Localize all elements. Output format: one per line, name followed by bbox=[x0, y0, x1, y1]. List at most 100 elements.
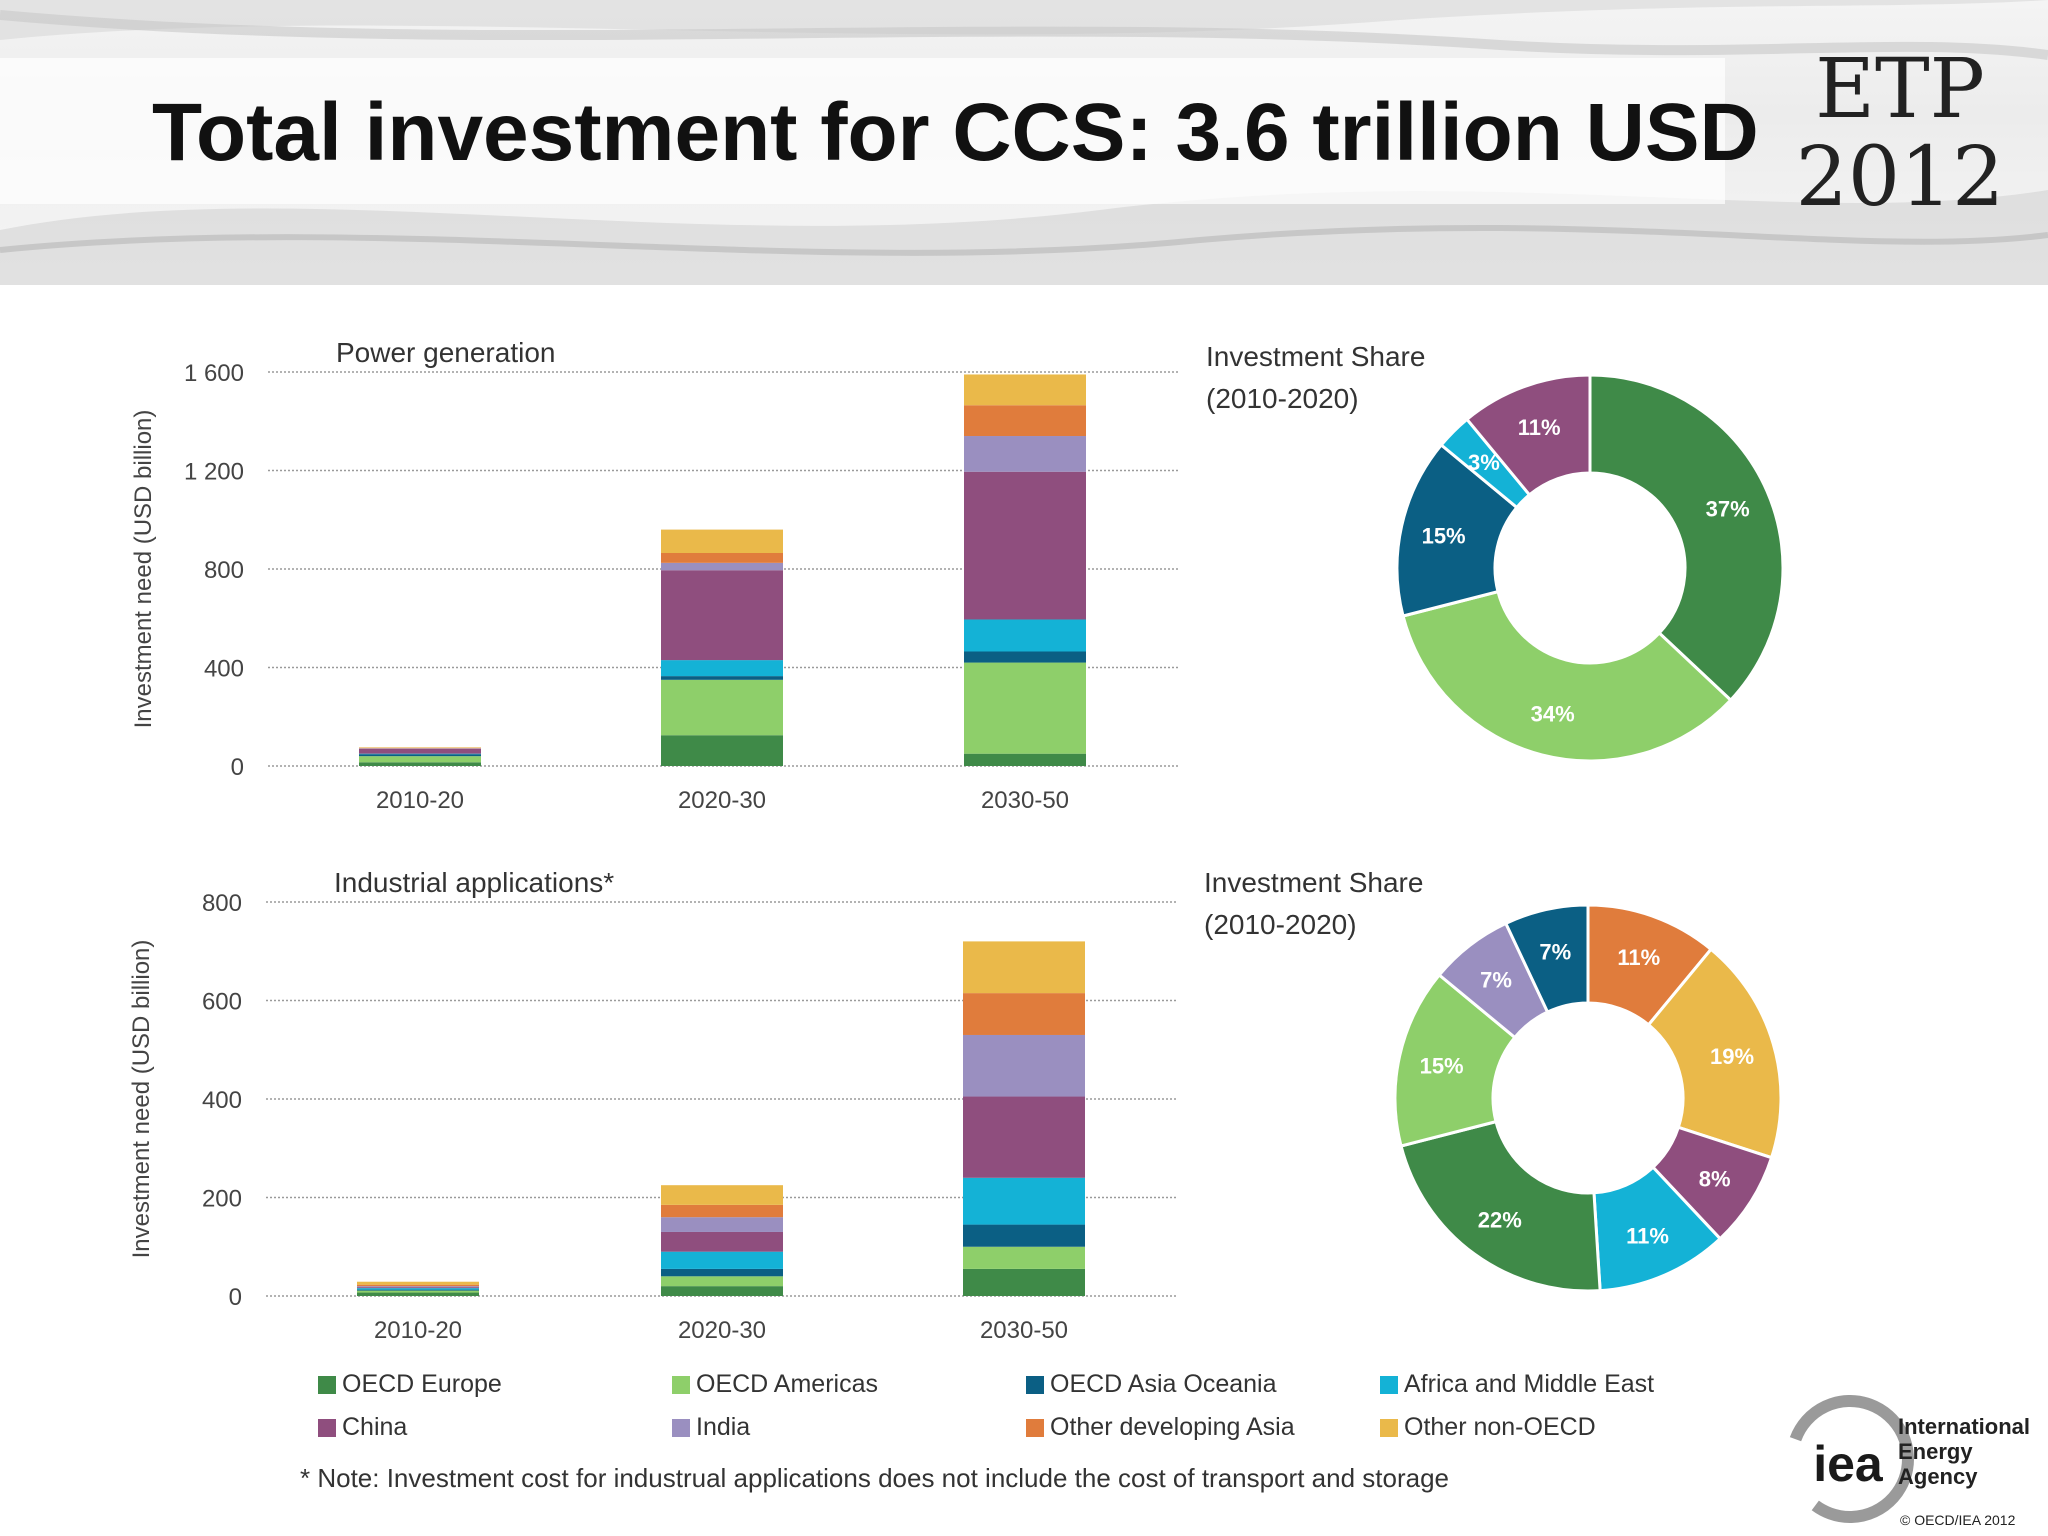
x-tick-label: 2030-50 bbox=[981, 787, 1069, 814]
power-investment-share-donut: Investment Share(2010-2020)37%34%15%3%11… bbox=[1206, 341, 1785, 763]
bar-india-2030-50 bbox=[963, 1034, 1085, 1097]
bar-other-non-oecd-2030-50 bbox=[964, 374, 1086, 406]
banner-swoosh-graphic bbox=[0, 0, 2048, 285]
donut-title: (2010-2020) bbox=[1206, 383, 1359, 414]
bar-other-non-oecd-2010-20 bbox=[357, 1281, 479, 1285]
slice-label: 15% bbox=[1420, 1053, 1464, 1078]
y-tick-label: 400 bbox=[202, 1087, 242, 1114]
y-tick-label: 1 200 bbox=[184, 459, 244, 486]
bar-oecd-americas-2020-30 bbox=[661, 679, 783, 736]
slice-label: 11% bbox=[1518, 415, 1561, 440]
bar-oecd-asia-oceania-2010-20 bbox=[357, 1289, 479, 1291]
y-tick-label: 800 bbox=[204, 557, 244, 584]
bar-oecd-asia-oceania-2030-50 bbox=[963, 1224, 1085, 1247]
legend-item-africa-and-middle-east: Africa and Middle East bbox=[1380, 1367, 1654, 1401]
slice-label: 7% bbox=[1539, 940, 1571, 965]
slice-other-non-oecd bbox=[1646, 947, 1783, 1160]
bar-africa-and-middle-east-2030-50 bbox=[963, 1177, 1085, 1225]
bar-africa-and-middle-east-2030-50 bbox=[964, 619, 1086, 652]
bar-india-2030-50 bbox=[964, 436, 1086, 472]
iea-logo-line1: International bbox=[1898, 1414, 2031, 1439]
donut-title: Investment Share bbox=[1204, 867, 1423, 898]
chart-title: Industrial applications* bbox=[334, 867, 614, 898]
footnote: * Note: Investment cost for industrual a… bbox=[300, 1463, 1449, 1493]
bar-oecd-americas-2010-20 bbox=[359, 756, 481, 763]
legend-swatch bbox=[672, 1419, 690, 1437]
bar-china-2020-30 bbox=[661, 570, 783, 661]
legend-label: Africa and Middle East bbox=[1404, 1370, 1655, 1398]
legend-item-oecd-europe: OECD Europe bbox=[318, 1367, 502, 1401]
bar-oecd-europe-2020-30 bbox=[661, 1286, 783, 1296]
legend-item-other-developing-asia: Other developing Asia bbox=[1026, 1410, 1295, 1444]
legend-label: China bbox=[342, 1413, 408, 1441]
etp-2012-logo: ETP 2012 bbox=[1780, 46, 2020, 222]
bar-china-2010-20 bbox=[357, 1287, 479, 1289]
slice-label: 15% bbox=[1422, 523, 1466, 548]
slice-china bbox=[1464, 373, 1592, 497]
power-generation-chart: 0 400 800 1 200 1 600 Power generation Investm… bbox=[130, 337, 1178, 814]
bar-oecd-asia-oceania-2010-20 bbox=[359, 754, 481, 757]
bar-other-developing-asia-2030-50 bbox=[964, 405, 1086, 437]
chart-title: Power generation bbox=[336, 337, 555, 368]
legend-swatch bbox=[318, 1419, 336, 1437]
x-tick-label: 2020-30 bbox=[678, 787, 766, 814]
bar-india-2020-30 bbox=[661, 562, 783, 571]
iea-mark-text: iea bbox=[1813, 1436, 1884, 1492]
x-tick-label: 2010-20 bbox=[376, 787, 464, 814]
legend-item-oecd-asia-oceania: OECD Asia Oceania bbox=[1026, 1367, 1277, 1401]
y-axis-label: Investment need (USD billion) bbox=[130, 410, 157, 729]
y-tick-label: 800 bbox=[202, 890, 242, 917]
legend-label: India bbox=[696, 1413, 751, 1441]
slice-oecd-asia-oceania bbox=[1503, 903, 1590, 1015]
legend-label: OECD Americas bbox=[696, 1370, 878, 1398]
slice-label: 19% bbox=[1710, 1044, 1754, 1069]
donut-title: (2010-2020) bbox=[1204, 909, 1357, 940]
bar-africa-and-middle-east-2020-30 bbox=[661, 660, 783, 677]
legend-swatch bbox=[672, 1376, 690, 1394]
etp-logo-line2: 2012 bbox=[1795, 130, 2005, 225]
bar-india-2020-30 bbox=[661, 1217, 783, 1232]
y-tick-label: 200 bbox=[202, 1186, 242, 1213]
iea-logo-mark: iea bbox=[1786, 1395, 1914, 1523]
x-tick-label: 2010-20 bbox=[374, 1317, 462, 1344]
iea-logo: iea bbox=[1760, 1395, 2048, 1525]
bar-china-2030-50 bbox=[963, 1096, 1085, 1178]
bar-oecd-europe-2030-50 bbox=[963, 1268, 1085, 1296]
bar-other-developing-asia-2010-20 bbox=[357, 1284, 479, 1287]
slice-oecd-europe bbox=[1588, 373, 1785, 703]
legend-swatch bbox=[1380, 1376, 1398, 1394]
bar-oecd-americas-2020-30 bbox=[661, 1276, 783, 1287]
y-tick-label: 400 bbox=[204, 656, 244, 683]
slice-label: 11% bbox=[1626, 1224, 1669, 1249]
title-background bbox=[0, 58, 1725, 204]
bar-other-non-oecd-2020-30 bbox=[661, 1185, 783, 1205]
etp-logo-line1: ETP bbox=[1815, 42, 1985, 137]
slice-label: 8% bbox=[1699, 1166, 1731, 1191]
bar-oecd-europe-2020-30 bbox=[661, 735, 783, 766]
bar-oecd-americas-2030-50 bbox=[963, 1246, 1085, 1269]
legend-item-india: India bbox=[672, 1410, 750, 1444]
bar-india-2010-20 bbox=[357, 1286, 479, 1288]
legend-swatch bbox=[1026, 1376, 1044, 1394]
bar-oecd-europe-2030-50 bbox=[964, 753, 1086, 766]
bar-oecd-europe-2010-20 bbox=[357, 1292, 479, 1296]
y-tick-label: 0 bbox=[231, 754, 244, 781]
bar-other-developing-asia-2020-30 bbox=[661, 552, 783, 563]
bar-other-non-oecd-2030-50 bbox=[963, 941, 1085, 994]
bar-africa-and-middle-east-2010-20 bbox=[357, 1288, 479, 1290]
donut-title: Investment Share bbox=[1206, 341, 1425, 372]
bar-china-2020-30 bbox=[661, 1231, 783, 1252]
legend-label: Other non-OECD bbox=[1404, 1413, 1596, 1441]
bar-other-developing-asia-2020-30 bbox=[661, 1204, 783, 1218]
slice-label: 11% bbox=[1617, 945, 1660, 970]
legend-swatch bbox=[318, 1376, 336, 1394]
legend-item-other-non-oecd: Other non-OECD bbox=[1380, 1410, 1596, 1444]
legend-item-oecd-americas: OECD Americas bbox=[672, 1367, 878, 1401]
bar-other-non-oecd-2020-30 bbox=[661, 529, 783, 553]
slice-label: 37% bbox=[1706, 496, 1750, 521]
bar-oecd-asia-oceania-2030-50 bbox=[964, 651, 1086, 663]
legend-label: Other developing Asia bbox=[1050, 1413, 1295, 1441]
slide-title: Total investment for CCS: 3.6 trillion U… bbox=[152, 87, 1759, 178]
industrial-investment-share-donut: Investment Share (2010-2020) 11% 19% 8% 11% 22… bbox=[1204, 867, 1783, 1293]
